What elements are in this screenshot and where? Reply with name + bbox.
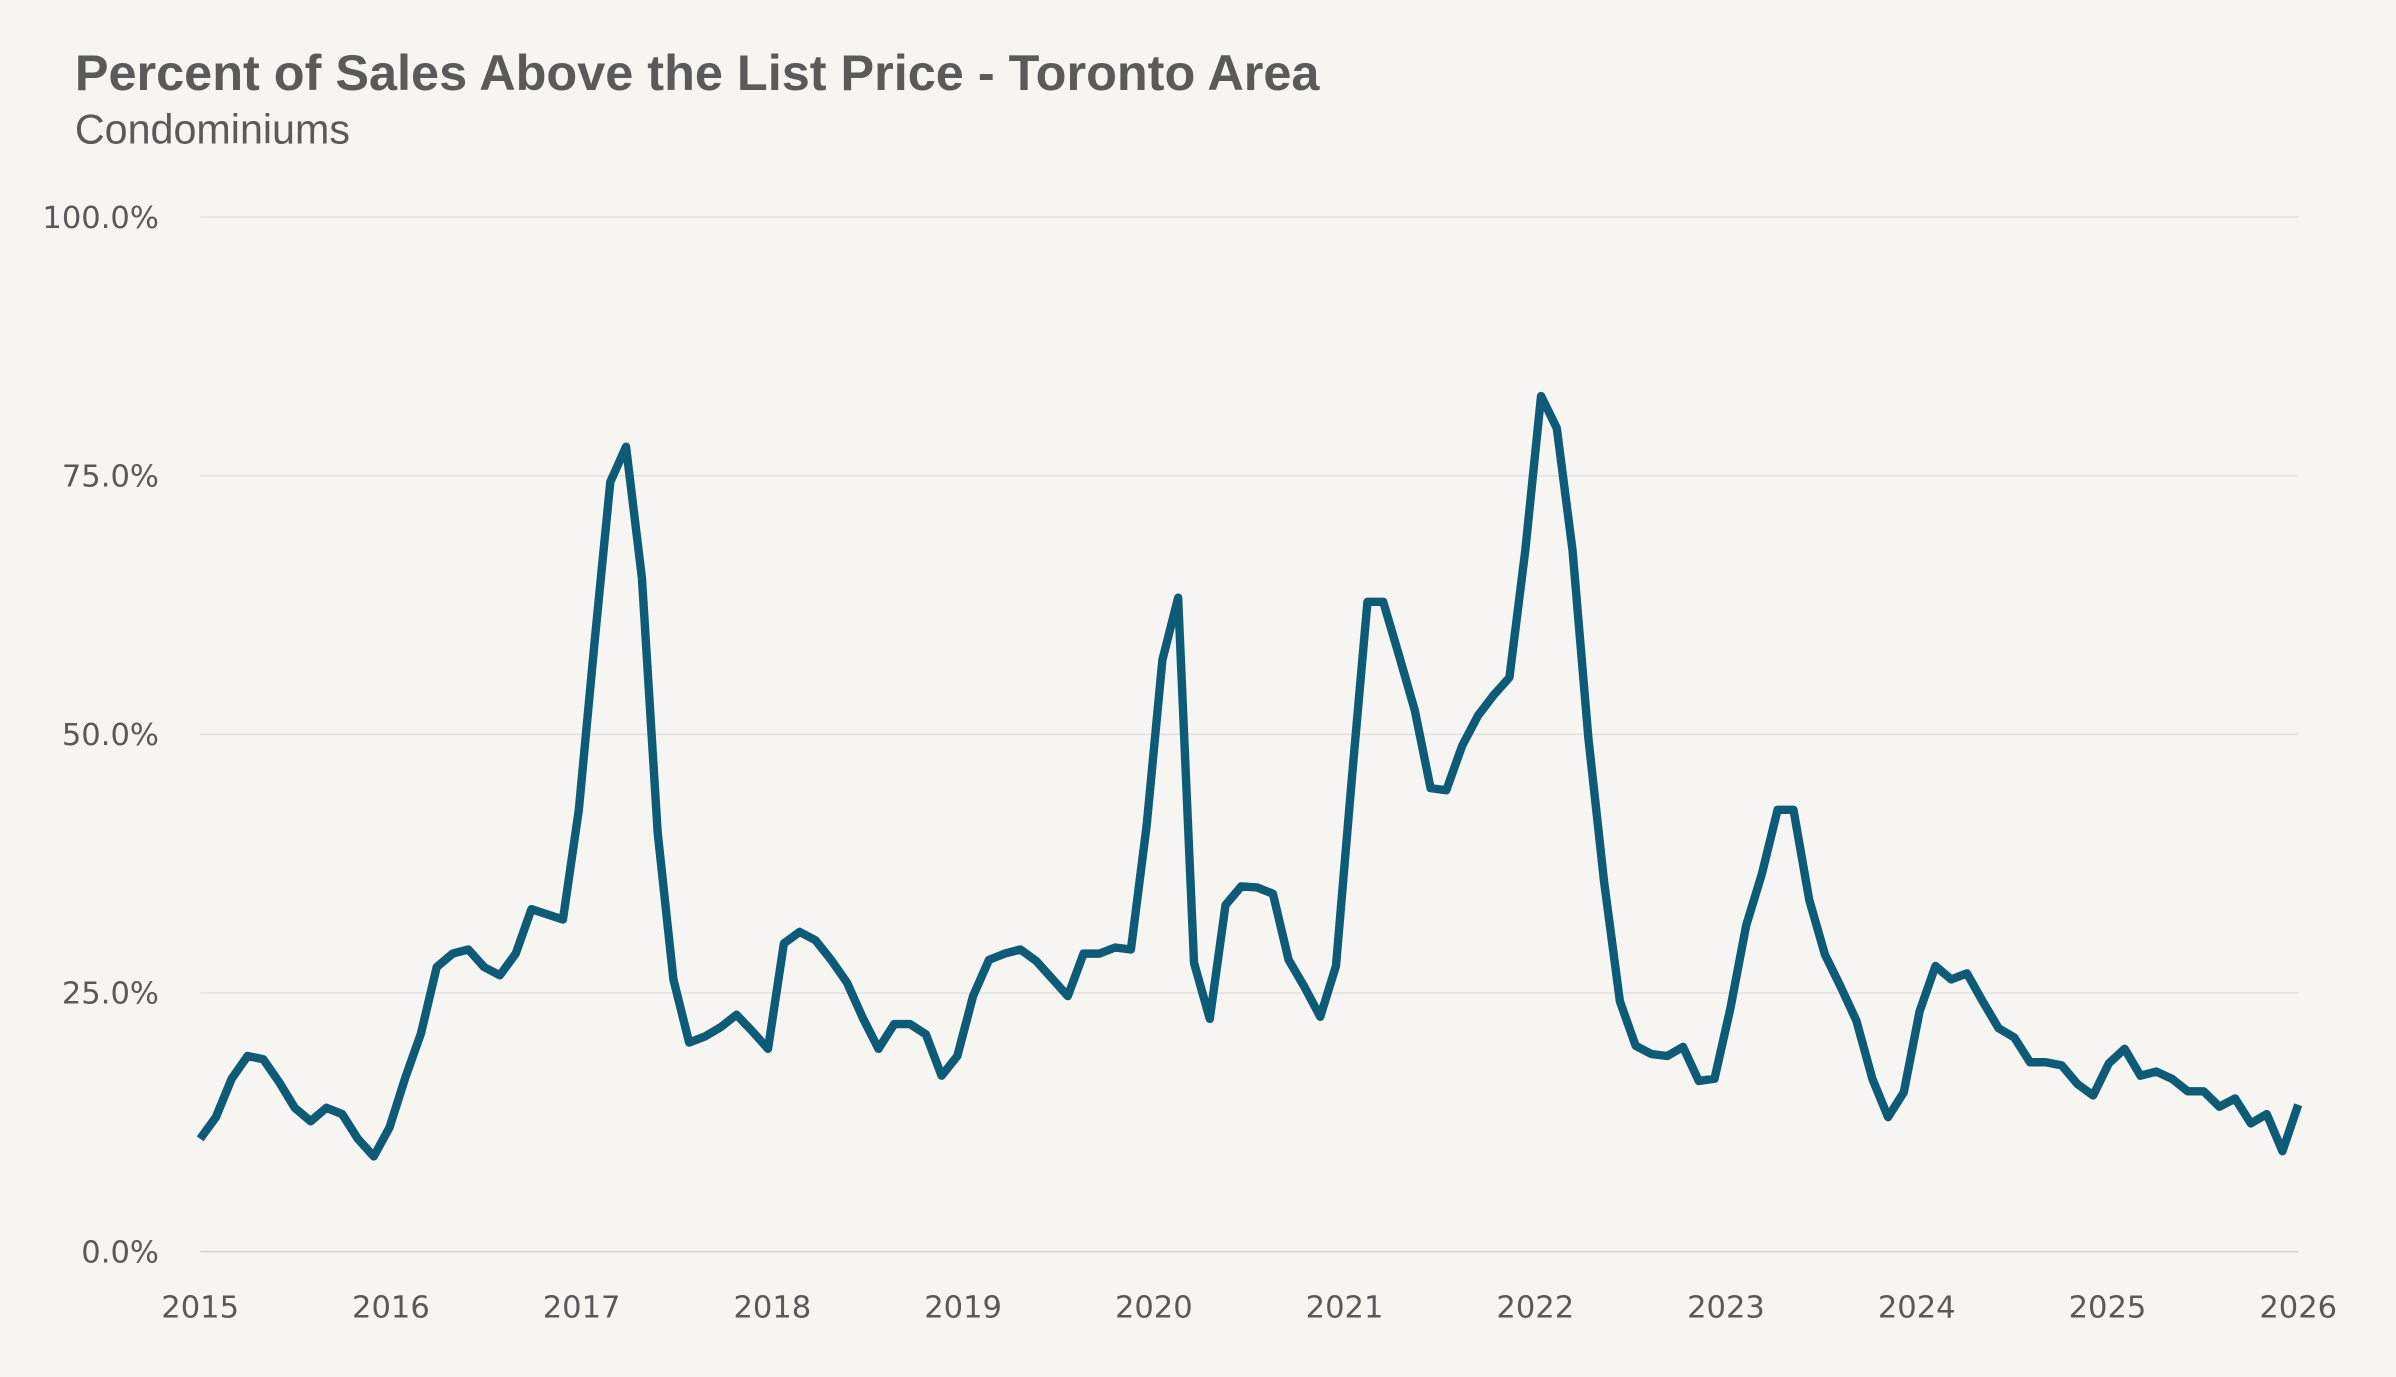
y-axis: 0.0% 25.0% 50.0% 75.0% 100.0% [42,201,158,1270]
x-tick-label: 2025 [2069,1290,2147,1325]
y-tick-label: 100.0% [42,201,158,236]
series-line [196,391,2303,1161]
x-tick-label: 2016 [352,1290,430,1325]
x-tick-label: 2024 [1878,1290,1956,1325]
y-tick-label: 25.0% [62,977,159,1012]
x-tick-label: 2023 [1687,1290,1765,1325]
x-tick-label: 2026 [2259,1290,2337,1325]
x-tick-label: 2018 [733,1290,811,1325]
x-axis: 2015 2016 2017 2018 2019 2020 2021 2022 2023 2024… [161,1290,2337,1325]
x-tick-label: 2019 [924,1290,1002,1325]
y-tick-label: 75.0% [62,459,159,494]
x-tick-label: 2022 [1496,1290,1574,1325]
x-tick-label: 2015 [161,1290,239,1325]
y-tick-label: 50.0% [62,718,159,753]
x-tick-label: 2020 [1115,1290,1193,1325]
chart-subtitle: Condominiums [75,107,350,153]
series-group [196,391,2303,1161]
y-tick-label: 0.0% [81,1235,159,1270]
chart-title: Percent of Sales Above the List Price - … [75,44,1321,101]
gridlines [200,216,2299,1253]
x-tick-label: 2021 [1306,1290,1384,1325]
x-tick-label: 2017 [543,1290,621,1325]
